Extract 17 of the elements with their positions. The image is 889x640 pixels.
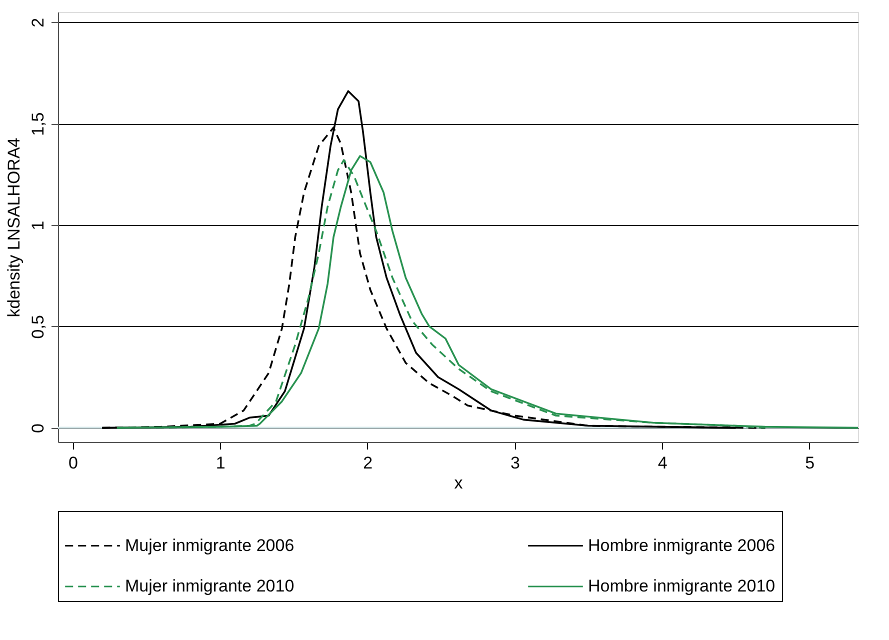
x-tick-label: 2 bbox=[363, 454, 373, 472]
legend-label: Hombre inmigrante 2010 bbox=[588, 576, 776, 596]
y-tick-label: 2 bbox=[28, 18, 48, 28]
x-axis-title: x bbox=[454, 474, 464, 492]
x-tick-label: 3 bbox=[510, 454, 520, 472]
y-tick-label: 1 bbox=[28, 220, 48, 230]
legend-label: Mujer inmigrante 2010 bbox=[125, 576, 294, 596]
y-axis-title: kdensity LNSALHORA4 bbox=[4, 138, 24, 318]
y-tick-label: 0 bbox=[28, 424, 48, 434]
x-tick-label: 4 bbox=[658, 454, 668, 472]
x-tick-label: 0 bbox=[68, 454, 78, 472]
y-tick-label: 1,5 bbox=[28, 112, 48, 136]
x-tick-label: 1 bbox=[216, 454, 226, 472]
x-tick-label: 5 bbox=[805, 454, 815, 472]
legend-label: Mujer inmigrante 2006 bbox=[125, 536, 294, 555]
y-tick-label: 0,5 bbox=[28, 315, 48, 339]
legend-label: Hombre inmigrante 2006 bbox=[588, 536, 776, 555]
